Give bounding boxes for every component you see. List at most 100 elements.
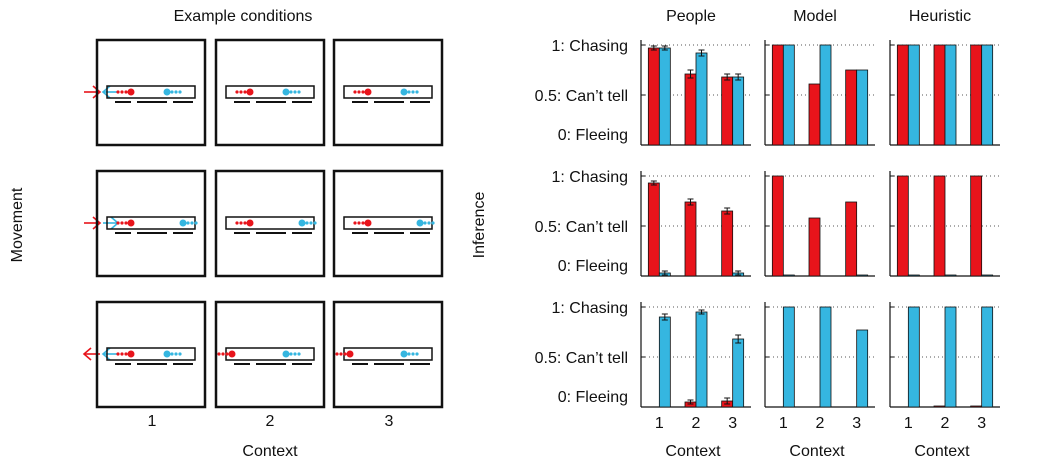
trail-blue [407,352,410,355]
agent-red [128,351,135,358]
trail-blue [297,352,300,355]
bar [982,45,993,145]
trail-red [116,90,119,93]
track [107,348,195,360]
trail-red [357,90,360,93]
x-tick-label: 1 [904,415,913,432]
trail-blue [411,352,414,355]
bar [648,48,659,145]
trail-red [243,90,246,93]
bar [971,176,982,276]
figure: Example conditions Movement Context 1 2 … [0,0,1057,469]
x-tick-label: 3 [852,415,861,432]
bar [897,45,908,145]
trail-red [353,221,356,224]
trail-red [339,352,342,355]
bar [971,406,982,407]
x-tick-label: 1 [655,415,664,432]
trail-blue [313,221,316,224]
bar [857,275,868,276]
trail-blue [411,90,414,93]
bar [934,176,945,276]
track [226,86,314,98]
trail-blue [289,90,292,93]
bar [685,74,696,145]
bar [696,53,707,145]
bar [733,77,744,145]
bar [659,317,670,407]
chart-title: Heuristic [909,8,971,25]
bar [945,275,956,276]
trail-red [343,352,346,355]
bar [908,275,919,276]
trail-red [361,90,364,93]
y-tick-label: 0: Fleeing [558,258,628,275]
agent-blue [283,351,290,358]
bar [733,339,744,407]
x-axis-label: Context [789,443,845,460]
trail-red [361,221,364,224]
trail-blue [194,221,197,224]
agent-blue [299,220,306,227]
agent-red [347,351,354,358]
trail-red [239,221,242,224]
y-tick-label: 1: Chasing [552,169,629,186]
trail-blue [174,352,177,355]
bar [659,48,670,145]
bar [982,307,993,407]
trail-blue [178,90,181,93]
bar [696,312,707,407]
x-axis-label: Context [665,443,721,460]
trail-blue [427,221,430,224]
bar [945,45,956,145]
agent-red [365,220,372,227]
bar [971,45,982,145]
bar [648,183,659,276]
agent-red [247,220,254,227]
trail-blue [293,90,296,93]
scene-box [216,40,324,145]
agent-blue [283,89,290,96]
agent-blue [401,89,408,96]
trail-red [116,352,119,355]
x-tick-label: 1 [779,415,788,432]
trail-red [225,352,228,355]
trail-red [124,352,127,355]
trail-red [221,352,224,355]
trail-red [120,90,123,93]
agent-blue [164,89,171,96]
track [344,86,432,98]
x-tick-label: 2 [816,415,825,432]
bar [945,307,956,407]
agent-blue [401,351,408,358]
trail-blue [309,221,312,224]
trail-blue [297,90,300,93]
trail-blue [423,221,426,224]
agent-blue [164,351,171,358]
bar [934,406,945,407]
agent-blue [180,220,187,227]
trail-red [120,352,123,355]
scene-box [334,40,442,145]
agent-red [365,89,372,96]
bar [908,45,919,145]
bar [783,275,794,276]
bar [783,307,794,407]
bar [846,70,857,145]
agent-red [229,351,236,358]
trail-red [353,90,356,93]
bar [857,70,868,145]
bar [772,45,783,145]
trail-red [124,221,127,224]
trail-blue [431,221,434,224]
trail-blue [415,90,418,93]
trail-blue [407,90,410,93]
trail-red [235,90,238,93]
agent-red [128,220,135,227]
y-tick-label: 0.5: Can’t tell [535,219,628,236]
diagram-title: Example conditions [174,8,313,25]
bar [820,45,831,145]
agent-red [247,89,254,96]
trail-blue [178,352,181,355]
trail-red [239,90,242,93]
